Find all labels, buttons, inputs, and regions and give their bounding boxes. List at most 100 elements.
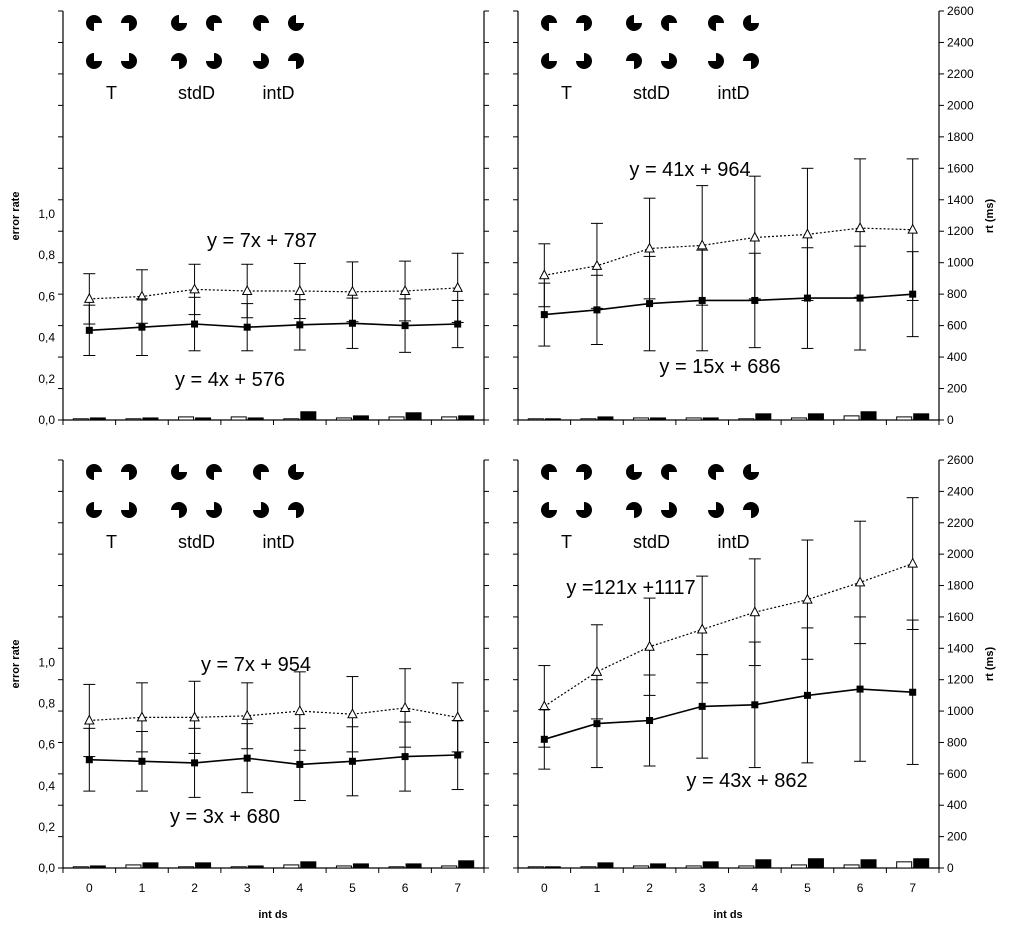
panel-top-right: 0 200 400 600 800 1000 1200 1400 1600 1800 2000 220… bbox=[513, 4, 974, 427]
marker-square bbox=[191, 759, 199, 767]
bar-open bbox=[738, 418, 755, 421]
x-tick-label: 6 bbox=[857, 881, 864, 895]
bar-open bbox=[230, 866, 247, 869]
stimulus-label: intD bbox=[262, 532, 294, 552]
stimulus-label: stdD bbox=[178, 83, 215, 103]
marker-triangle bbox=[644, 242, 655, 253]
regression-equation: y = 4x + 576 bbox=[175, 369, 285, 391]
bar-filled bbox=[405, 412, 422, 421]
bar-open bbox=[125, 864, 142, 869]
bar-open bbox=[580, 418, 597, 421]
inducer-icon bbox=[708, 53, 724, 69]
rt-tick-label: 200 bbox=[947, 382, 967, 396]
bar-filled bbox=[755, 413, 772, 421]
rt-line-solid bbox=[89, 322, 458, 332]
bar-filled bbox=[352, 415, 369, 421]
inducer-icon bbox=[121, 502, 137, 518]
bar-filled bbox=[650, 417, 667, 421]
inducer-icon bbox=[541, 53, 557, 69]
marker-square bbox=[540, 311, 548, 319]
inducer-icon bbox=[661, 502, 677, 518]
marker-square bbox=[401, 753, 409, 761]
marker-square bbox=[348, 319, 356, 327]
inducer-icon bbox=[206, 53, 222, 69]
bar-filled bbox=[807, 858, 824, 869]
inducer-icon bbox=[576, 53, 592, 69]
marker-triangle bbox=[83, 292, 95, 303]
bar-filled bbox=[458, 415, 475, 421]
marker-triangle bbox=[696, 623, 708, 634]
marker-square bbox=[540, 735, 548, 743]
inducer-icon bbox=[626, 53, 642, 69]
bar-open bbox=[527, 866, 544, 869]
marker-square bbox=[698, 296, 706, 304]
rt-tick-label: 1400 bbox=[947, 193, 974, 207]
marker-triangle bbox=[83, 714, 95, 725]
x-label-right: int ds bbox=[713, 909, 742, 921]
bar-filled bbox=[300, 411, 317, 421]
rt-tick-label: 400 bbox=[947, 798, 967, 812]
inducer-icon bbox=[121, 53, 137, 69]
marker-square bbox=[296, 760, 304, 768]
inducer-icon bbox=[576, 15, 592, 31]
inducer-icon bbox=[288, 464, 304, 480]
inducer-icon bbox=[541, 502, 557, 518]
bar-filled bbox=[597, 862, 614, 869]
marker-square bbox=[698, 702, 706, 710]
stimulus-label: T bbox=[106, 532, 117, 552]
bar-open bbox=[738, 865, 755, 869]
bar-filled bbox=[650, 863, 667, 869]
x-tick-label: 1 bbox=[139, 881, 146, 895]
rt-tick-label: 2200 bbox=[947, 516, 974, 530]
inducer-icon bbox=[253, 464, 269, 480]
bar-open bbox=[335, 865, 352, 869]
marker-square bbox=[856, 685, 864, 693]
marker-triangle bbox=[591, 259, 603, 270]
marker-triangle bbox=[749, 231, 761, 242]
x-tick-label: 7 bbox=[454, 881, 461, 895]
inducer-icon bbox=[171, 15, 187, 31]
marker-square bbox=[803, 691, 811, 699]
bar-filled bbox=[300, 861, 317, 869]
inducer-icon bbox=[626, 464, 642, 480]
bar-open bbox=[335, 417, 352, 421]
inducer-icon bbox=[288, 502, 304, 518]
error-tick-label: 0,0 bbox=[38, 413, 55, 427]
inducer-icon bbox=[253, 53, 269, 69]
error-tick-label: 0,8 bbox=[38, 248, 55, 262]
bar-filled bbox=[860, 411, 877, 421]
marker-square bbox=[803, 294, 811, 302]
bar-filled bbox=[913, 413, 930, 421]
stimulus-label: intD bbox=[262, 83, 294, 103]
bar-open bbox=[283, 418, 300, 421]
x-tick-label: 1 bbox=[594, 881, 601, 895]
inducer-icon bbox=[206, 15, 222, 31]
stimulus-label: stdD bbox=[178, 532, 215, 552]
marker-triangle bbox=[907, 557, 919, 568]
inducer-icon bbox=[86, 15, 102, 31]
bar-open bbox=[685, 417, 702, 421]
inducer-icon bbox=[86, 53, 102, 69]
rt-tick-label: 2600 bbox=[947, 4, 974, 18]
marker-triangle bbox=[452, 281, 464, 292]
bar-open bbox=[580, 866, 597, 869]
marker-square bbox=[646, 300, 654, 308]
marker-square bbox=[138, 323, 146, 331]
marker-square bbox=[454, 751, 462, 759]
rt-tick-label: 1000 bbox=[947, 704, 974, 718]
marker-square bbox=[296, 321, 304, 329]
x-tick-label: 0 bbox=[86, 881, 93, 895]
marker-square bbox=[751, 296, 759, 304]
marker-triangle bbox=[538, 269, 550, 280]
rt-tick-label: 2400 bbox=[947, 484, 974, 498]
x-tick-label: 0 bbox=[541, 881, 548, 895]
panel-top-left: 0,0 0,2 0,4 0,6 0,8 1,0 y = 7x + 787 y = 4x + 5… bbox=[38, 10, 489, 427]
regression-equation: y = 7x + 954 bbox=[201, 654, 311, 676]
marker-square bbox=[85, 326, 93, 334]
stimulus-label: T bbox=[561, 83, 572, 103]
inducer-icon bbox=[708, 502, 724, 518]
rt-tick-label: 2000 bbox=[947, 98, 974, 112]
inducer-icon bbox=[171, 502, 187, 518]
x-tick-label: 4 bbox=[296, 881, 303, 895]
inducer-icon bbox=[661, 53, 677, 69]
